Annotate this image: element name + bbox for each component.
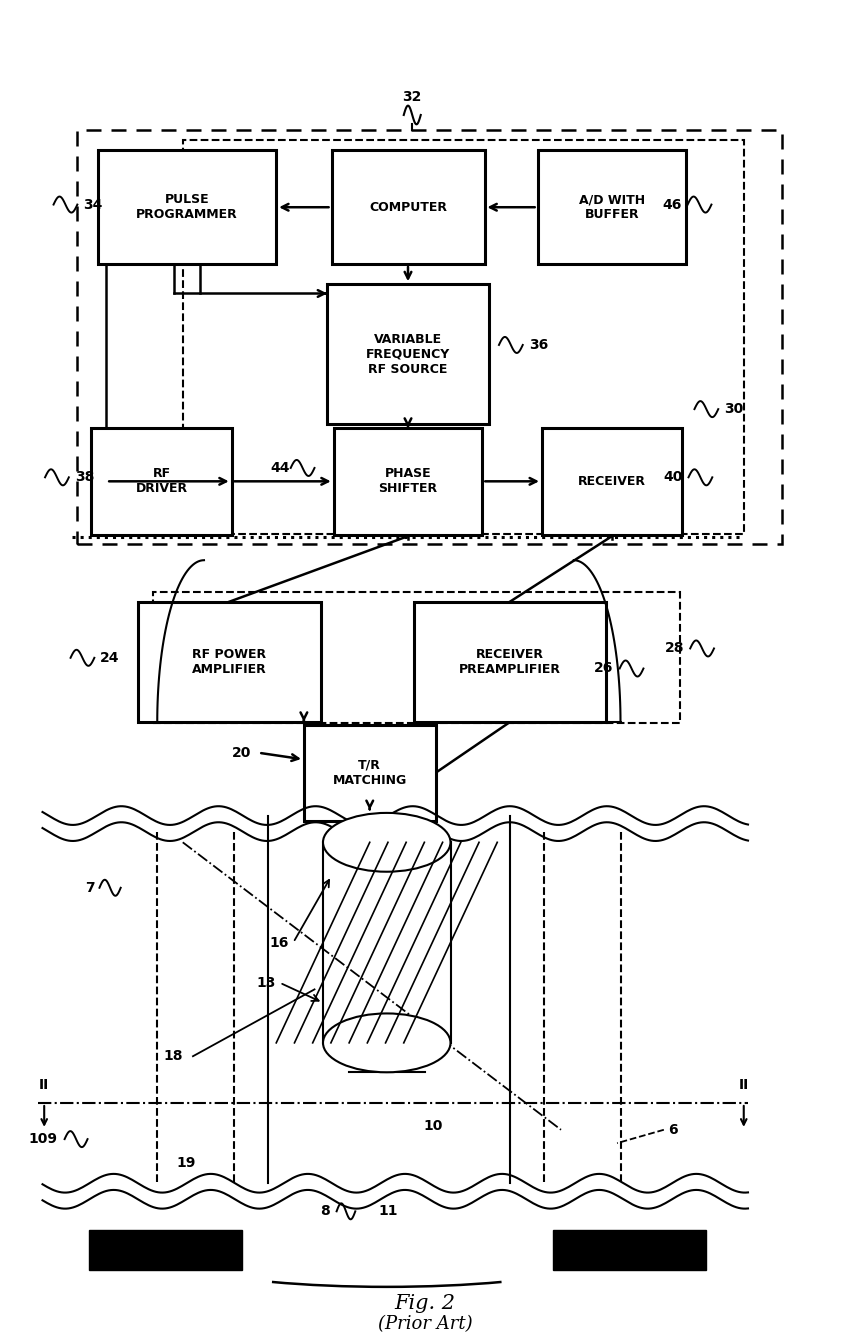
Text: 36: 36	[529, 338, 548, 352]
Bar	[183, 140, 744, 533]
Text: 46: 46	[662, 198, 682, 211]
Text: 10: 10	[423, 1119, 443, 1132]
Text: 16: 16	[269, 936, 289, 949]
Text: 7: 7	[86, 881, 95, 894]
Text: Fig. 2: Fig. 2	[394, 1294, 456, 1313]
Text: RECEIVER: RECEIVER	[578, 475, 646, 488]
Text: 44: 44	[271, 461, 290, 475]
Bar	[542, 428, 682, 535]
Text: 13: 13	[256, 976, 275, 989]
Text: II: II	[39, 1079, 49, 1092]
Bar	[138, 602, 321, 722]
Text: 28: 28	[665, 642, 684, 655]
Text: 24: 24	[100, 651, 120, 664]
Bar	[153, 592, 680, 723]
Text: 11: 11	[378, 1205, 398, 1218]
Text: A/D WITH
BUFFER: A/D WITH BUFFER	[579, 194, 645, 221]
Bar	[414, 602, 605, 722]
Bar	[332, 151, 484, 265]
Text: 109: 109	[29, 1132, 58, 1146]
Bar	[98, 151, 276, 265]
Ellipse shape	[323, 1013, 450, 1072]
Text: RF POWER
AMPLIFIER: RF POWER AMPLIFIER	[192, 648, 267, 675]
Bar	[304, 725, 435, 821]
Text: 6: 6	[668, 1123, 677, 1136]
Text: PHASE
SHIFTER: PHASE SHIFTER	[378, 468, 438, 495]
Text: COMPUTER: COMPUTER	[369, 201, 447, 214]
Bar	[91, 428, 231, 535]
Text: T/R
MATCHING: T/R MATCHING	[332, 759, 407, 786]
Text: 40: 40	[663, 471, 683, 484]
Text: RF
DRIVER: RF DRIVER	[135, 468, 188, 495]
Ellipse shape	[323, 813, 450, 872]
Text: 8: 8	[320, 1205, 330, 1218]
Bar	[552, 1230, 706, 1270]
Text: VARIABLE
FREQUENCY
RF SOURCE: VARIABLE FREQUENCY RF SOURCE	[366, 333, 450, 376]
Text: 18: 18	[163, 1050, 183, 1063]
Bar	[89, 1230, 242, 1270]
Bar	[327, 285, 489, 425]
Bar	[76, 130, 782, 544]
Bar	[333, 428, 482, 535]
Text: 32: 32	[403, 91, 422, 104]
Bar	[537, 151, 686, 265]
Text: 30: 30	[724, 402, 744, 416]
Text: II: II	[739, 1079, 749, 1092]
Text: 20: 20	[232, 746, 252, 759]
Text: 34: 34	[83, 198, 103, 211]
Text: PULSE
PROGRAMMER: PULSE PROGRAMMER	[136, 194, 238, 221]
Text: 38: 38	[75, 471, 94, 484]
Text: 19: 19	[176, 1157, 196, 1170]
Text: (Prior Art): (Prior Art)	[377, 1314, 473, 1333]
Text: 26: 26	[594, 662, 614, 675]
Text: RECEIVER
PREAMPLIFIER: RECEIVER PREAMPLIFIER	[459, 648, 561, 675]
